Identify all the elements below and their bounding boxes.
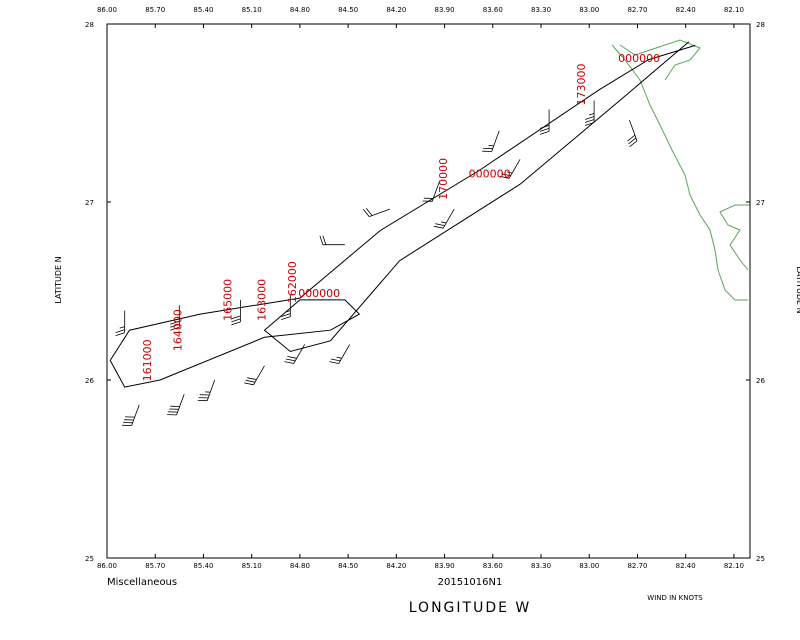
x-tick-label: 82.40 xyxy=(676,562,696,570)
wind-barb xyxy=(319,235,345,246)
x-tick-label-top: 85.10 xyxy=(242,6,262,14)
x-tick-label: 85.40 xyxy=(193,562,213,570)
x-tick-label: 83.60 xyxy=(483,562,503,570)
wind-barb xyxy=(539,109,550,135)
x-tick-label-top: 83.90 xyxy=(435,6,455,14)
wind-barb xyxy=(482,130,500,152)
left-note: Miscellaneous xyxy=(107,577,177,588)
wind-barb xyxy=(284,344,306,364)
flight-track xyxy=(109,41,696,388)
x-tick-label: 86.00 xyxy=(97,562,117,570)
wind-barb xyxy=(167,394,185,416)
time-label: 164000 xyxy=(172,309,185,351)
time-label: 000000 xyxy=(298,287,340,300)
x-tick-label: 82.70 xyxy=(627,562,647,570)
x-tick-label-top: 84.50 xyxy=(338,6,358,14)
x-tick-label-top: 86.00 xyxy=(97,6,117,14)
y-tick-label-right: 25 xyxy=(756,555,765,563)
wind-barb xyxy=(122,404,140,426)
x-tick-label: 85.10 xyxy=(242,562,262,570)
right-note: WIND IN KNOTS xyxy=(647,594,703,602)
wind-barb xyxy=(244,365,265,386)
x-tick-label-top: 85.70 xyxy=(145,6,165,14)
wind-barb xyxy=(627,119,638,148)
time-label: 170000 xyxy=(437,158,450,200)
x-tick-label-top: 85.40 xyxy=(193,6,213,14)
time-label: 163000 xyxy=(255,279,268,321)
wind-barb xyxy=(329,344,351,364)
y-tick-label: 27 xyxy=(85,199,94,207)
coastline xyxy=(611,39,750,301)
time-label: 161000 xyxy=(141,339,154,381)
time-label: 162000 xyxy=(286,261,299,303)
wind-barb xyxy=(281,294,291,320)
x-tick-label-top: 82.70 xyxy=(627,6,647,14)
x-tick-label-top: 82.10 xyxy=(724,6,744,14)
time-label: 173000 xyxy=(575,64,588,106)
x-tick-label: 85.70 xyxy=(145,562,165,570)
time-label: 165000 xyxy=(222,279,235,321)
x-tick-label-top: 83.00 xyxy=(579,6,599,14)
y-tick-label: 28 xyxy=(85,21,94,29)
plot-frame xyxy=(106,23,751,559)
x-tick-label-top: 82.40 xyxy=(676,6,696,14)
wind-barb xyxy=(422,180,441,202)
x-tick-label: 84.20 xyxy=(386,562,406,570)
wind-barb xyxy=(433,208,455,229)
x-tick-label: 83.90 xyxy=(435,562,455,570)
wind-barb xyxy=(231,299,241,326)
x-tick-label: 82.10 xyxy=(724,562,744,570)
x-tick-label-top: 84.80 xyxy=(290,6,310,14)
x-tick-label: 84.80 xyxy=(290,562,310,570)
y-tick-label-right: 26 xyxy=(756,377,765,385)
time-label: 000000 xyxy=(618,52,660,65)
x-tick-label-top: 83.60 xyxy=(483,6,503,14)
x-tick-label: 84.50 xyxy=(338,562,358,570)
wind-barb xyxy=(362,207,391,217)
x-tick-label-top: 84.20 xyxy=(386,6,406,14)
wind-barb xyxy=(499,159,521,179)
x-axis-label: LONGITUDE W xyxy=(409,600,532,616)
y-tick-label-right: 27 xyxy=(756,199,765,207)
wind-barb xyxy=(584,100,595,126)
y-tick-label-right: 28 xyxy=(756,21,765,29)
y-axis-label: LATITUDE N xyxy=(54,256,63,303)
y-axis-label-right: LATITUDE N xyxy=(795,266,800,313)
wind-barb xyxy=(170,305,180,331)
center-note: 20151016N1 xyxy=(438,577,503,588)
x-tick-label: 83.30 xyxy=(531,562,551,570)
x-tick-label-top: 83.30 xyxy=(531,6,551,14)
wind-barb xyxy=(115,310,126,336)
y-tick-label: 26 xyxy=(85,377,94,385)
x-tick-label: 83.00 xyxy=(579,562,599,570)
y-tick-label: 25 xyxy=(85,555,94,563)
time-label: 000000 xyxy=(469,168,511,181)
wind-barb xyxy=(197,379,216,402)
